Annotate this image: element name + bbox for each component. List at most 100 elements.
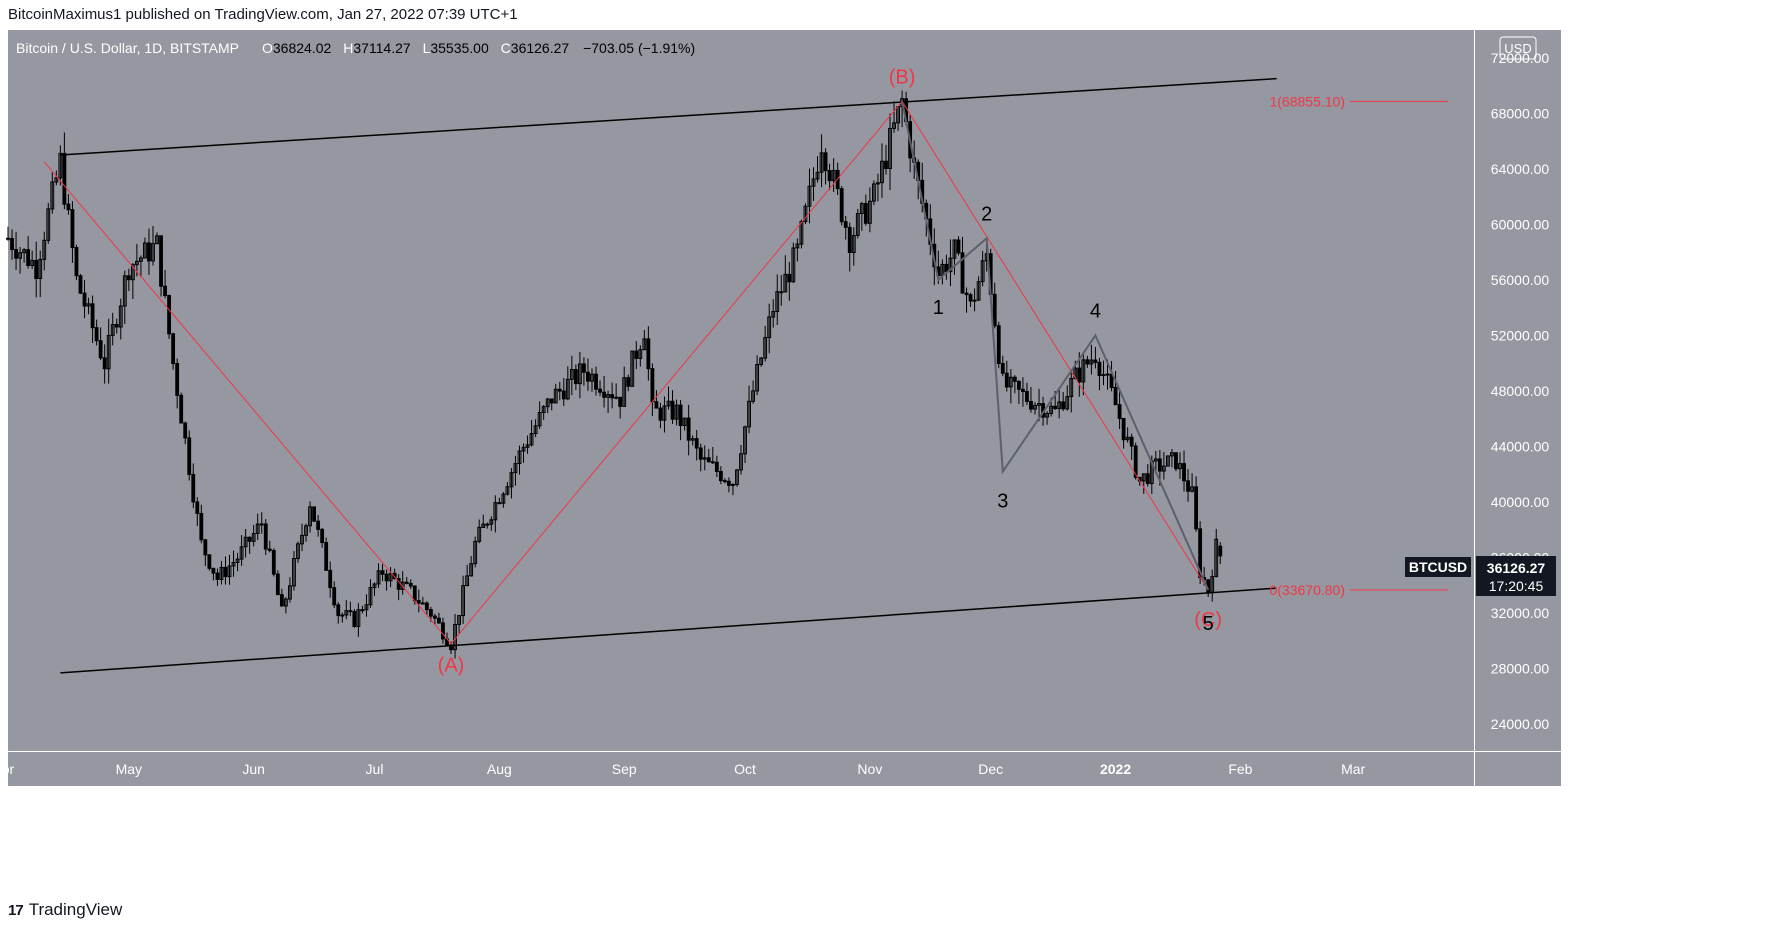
candle (247, 536, 252, 554)
candle (876, 173, 880, 202)
candle-body (400, 581, 405, 590)
candle (195, 497, 200, 527)
candle (682, 417, 687, 431)
candle-body (727, 480, 731, 486)
candle-body (292, 558, 296, 587)
candle-body (976, 281, 981, 301)
candle (227, 554, 232, 585)
candle-body (428, 609, 433, 617)
legend-low-label: L (423, 40, 431, 56)
candle (767, 303, 772, 354)
candle (1033, 402, 1037, 415)
candle-body (1012, 376, 1017, 382)
candle-body (827, 170, 832, 182)
candle (1178, 452, 1182, 479)
candle (267, 540, 272, 553)
candle-body (1085, 359, 1090, 365)
candle (714, 455, 719, 478)
candle-body (626, 377, 631, 387)
candle-body (1133, 445, 1138, 478)
candle-body (956, 239, 961, 254)
candle (698, 443, 703, 472)
candle-body (82, 292, 87, 307)
candle-body (964, 292, 969, 296)
y-tick-label: 64000.00 (1491, 161, 1550, 177)
candle-body (698, 447, 703, 460)
candle (1161, 452, 1166, 480)
candle-body (1089, 359, 1094, 365)
plot-background (8, 30, 1474, 752)
candle-body (634, 350, 639, 359)
candle (78, 274, 83, 295)
candle-body (614, 396, 619, 399)
candle-body (598, 388, 602, 393)
candle-body (263, 523, 268, 550)
candle-body (694, 438, 699, 449)
candle-body (996, 325, 1001, 364)
candle (1065, 385, 1070, 411)
candle (791, 242, 796, 283)
bar-countdown: 17:20:45 (1489, 578, 1544, 594)
candle-body (590, 373, 594, 382)
axes-layer: 24000.0028000.0032000.0036000.0040000.00… (2, 50, 1550, 777)
candle-body (497, 502, 502, 505)
candle-body (771, 311, 776, 318)
candle (441, 617, 445, 644)
currency-button[interactable]: USD (1499, 36, 1537, 60)
candle (187, 430, 192, 481)
candle-body (344, 610, 349, 616)
candle-body (706, 457, 711, 463)
candle (996, 321, 1001, 369)
candle-body (231, 562, 236, 567)
candle (34, 241, 39, 298)
candle (292, 551, 296, 591)
candle-body (662, 405, 667, 421)
candle-body (328, 569, 333, 589)
candle-body (1166, 455, 1170, 467)
candle (46, 202, 51, 244)
candle-body (722, 480, 727, 483)
candle (159, 235, 163, 297)
candle-body (1045, 413, 1049, 418)
candle-body (235, 558, 240, 564)
candle-body (420, 602, 425, 605)
candle-body (171, 333, 176, 365)
candle-body (1121, 418, 1126, 441)
candle (255, 513, 260, 541)
x-tick-label: Dec (978, 761, 1003, 777)
candle-body (1145, 473, 1150, 485)
candle-body (179, 394, 184, 424)
candle (815, 156, 820, 183)
candle (658, 402, 663, 429)
candle-body (219, 566, 224, 580)
candle (573, 364, 578, 391)
candle-body (501, 493, 506, 504)
candle-body (320, 528, 325, 544)
candle-body (34, 259, 39, 280)
candle (239, 535, 244, 566)
candle-body (638, 349, 643, 359)
candle (1081, 353, 1086, 396)
candle-body (14, 249, 18, 259)
candle (485, 522, 490, 529)
candle-body (565, 378, 570, 400)
candle (74, 244, 79, 281)
candle-body (187, 437, 192, 475)
candle (674, 399, 679, 426)
candle (348, 601, 353, 617)
last-price-value: 36126.27 (1487, 560, 1546, 576)
candle (288, 577, 292, 603)
candle (38, 250, 43, 298)
candle (1029, 387, 1033, 413)
candle-body (594, 373, 598, 390)
legend-change: −703.05 (−1.91%) (583, 40, 695, 56)
candle (493, 495, 498, 533)
candle (992, 282, 997, 329)
candle (771, 299, 776, 328)
y-tick-label: 32000.00 (1491, 605, 1550, 621)
candle-body (22, 249, 27, 254)
time-axis-background (8, 752, 1561, 786)
candle (473, 536, 478, 568)
candle-body (30, 259, 35, 267)
